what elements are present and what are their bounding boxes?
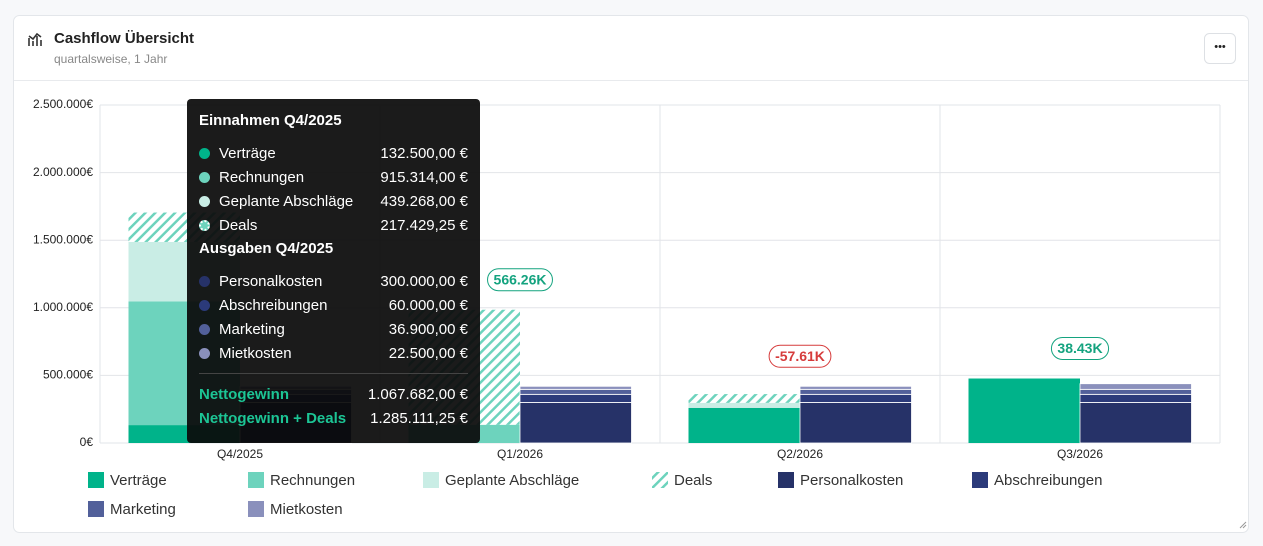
y-tick-label: 2.500.000€ [33, 97, 93, 111]
tooltip-row: Personalkosten 300.000,00 € [199, 269, 468, 293]
tooltip-dot [199, 347, 210, 359]
tooltip-divider [199, 373, 468, 374]
legend-label: Abschreibungen [994, 472, 1102, 489]
bar-segment [519, 385, 632, 390]
resize-handle[interactable] [1239, 521, 1247, 529]
tooltip-value: 915.314,00 € [380, 168, 468, 186]
legend-swatch [248, 501, 264, 517]
tooltip-dot [199, 219, 210, 231]
tooltip-value: 60.000,00 € [388, 296, 468, 314]
net-label: 38.43K [1057, 340, 1102, 356]
tooltip-name: Abschreibungen [219, 296, 328, 314]
tooltip-name: Personalkosten [219, 272, 323, 290]
legend-swatch [423, 472, 439, 488]
legend-swatch [778, 472, 794, 488]
tooltip-dot [199, 275, 210, 287]
tooltip-row: Verträge 132.500,00 € [199, 141, 468, 165]
chart-icon [28, 32, 42, 46]
legend-label: Marketing [110, 501, 176, 518]
tooltip-total-label: Nettogewinn + Deals [199, 409, 347, 427]
bar-segment [799, 402, 912, 444]
legend-label: Mietkosten [270, 501, 343, 518]
bar-segment [1079, 383, 1192, 390]
legend-swatch [88, 472, 104, 488]
bar-segment [1079, 402, 1192, 444]
tooltip-row: Geplante Abschläge 439.268,00 € [199, 189, 468, 213]
net-label: -57.61K [775, 348, 825, 364]
legend-swatch [972, 472, 988, 488]
legend-label: Rechnungen [270, 472, 355, 489]
tooltip-total-value: 1.285.111,25 € [370, 409, 468, 427]
bar-segment [1079, 388, 1192, 395]
tooltip-row: Abschreibungen 60.000,00 € [199, 293, 468, 317]
x-tick-label: Q3/2026 [1057, 447, 1103, 461]
tooltip-value: 22.500,00 € [388, 344, 468, 362]
card-title: Cashflow Übersicht [54, 30, 194, 47]
x-tick-label: Q4/2025 [217, 447, 263, 461]
menu-icon[interactable]: ••• [1214, 41, 1226, 53]
net-label: 566.26K [494, 271, 547, 287]
tooltip-dot [199, 171, 210, 183]
legend-label: Deals [674, 472, 712, 489]
tooltip-name: Rechnungen [219, 168, 305, 186]
y-tick-label: 2.000.000€ [33, 165, 93, 179]
bar-segment [799, 393, 912, 403]
tooltip-value: 217.429,25 € [380, 216, 468, 234]
net-label-pill [487, 268, 553, 292]
tooltip-value: 36.900,00 € [388, 320, 468, 338]
tooltip-heading: Einnahmen Q4/2025 [199, 112, 342, 129]
tooltip-total-label: Nettogewinn [199, 385, 289, 403]
legend-label: Personalkosten [800, 472, 903, 489]
bar-segment [688, 407, 800, 443]
bar-segment [519, 402, 632, 444]
x-tick-label: Q1/2026 [497, 447, 543, 461]
tooltip-row: Mietkosten 22.500,00 € [199, 341, 468, 365]
tooltip-dot [199, 195, 210, 207]
tooltip-value: 300.000,00 € [380, 272, 468, 290]
tooltip-heading: Ausgaben Q4/2025 [199, 240, 334, 257]
card-subtitle: quartalsweise, 1 Jahr [54, 52, 167, 66]
x-tick-label: Q2/2026 [777, 447, 823, 461]
legend-label: Verträge [110, 472, 167, 489]
menu-button[interactable] [1204, 33, 1236, 64]
tooltip-total-value: 1.067.682,00 € [367, 385, 468, 403]
tooltip-name: Verträge [219, 144, 276, 162]
net-label-pill [1050, 337, 1110, 361]
tooltip-row: Rechnungen 915.314,00 € [199, 165, 468, 189]
tooltip: Einnahmen Q4/2025 Verträge 132.500,00 € Rec… [187, 99, 480, 443]
tooltip-dot [199, 299, 210, 311]
tooltip-dot [199, 323, 210, 335]
bar-segment [968, 378, 1080, 443]
tooltip-value: 132.500,00 € [380, 144, 468, 162]
tooltip-value: 439.268,00 € [380, 192, 468, 210]
bar-segment [799, 388, 912, 395]
y-tick-label: 1.500.000€ [33, 232, 93, 246]
legend-label: Geplante Abschläge [445, 472, 579, 489]
net-label-pill [768, 344, 832, 368]
bar-segment [688, 394, 800, 403]
y-tick-label: 1.000.000€ [33, 300, 93, 314]
bar-segment [1079, 393, 1192, 403]
y-tick-label: 500.000€ [43, 368, 93, 382]
bar-segment [519, 388, 632, 395]
tooltip-dot [199, 147, 210, 159]
tooltip-name: Deals [219, 216, 258, 234]
tooltip-total-row: Nettogewinn + Deals 1.285.111,25 € [199, 406, 468, 430]
legend-swatch [88, 501, 104, 517]
tooltip-name: Geplante Abschläge [219, 192, 354, 210]
tooltip-name: Mietkosten [219, 344, 292, 362]
bar-segment [688, 402, 800, 408]
legend-swatch [248, 472, 264, 488]
y-tick-label: 0€ [80, 435, 94, 449]
bar-segment [799, 385, 912, 390]
bar-segment [519, 393, 632, 403]
tooltip-row: Marketing 36.900,00 € [199, 317, 468, 341]
legend-swatch [652, 472, 668, 488]
tooltip-name: Marketing [219, 320, 285, 338]
tooltip-total-row: Nettogewinn 1.067.682,00 € [199, 382, 468, 406]
tooltip-row: Deals 217.429,25 € [199, 213, 468, 237]
